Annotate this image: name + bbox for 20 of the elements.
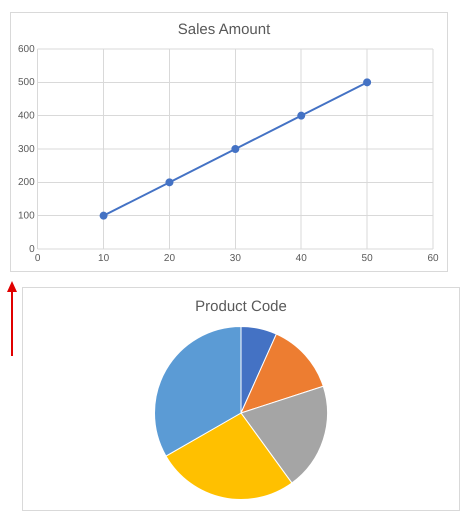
chart-title: Sales Amount: [178, 21, 272, 38]
chart-title: Product Code: [195, 298, 287, 316]
x-tick-label: 60: [427, 252, 439, 264]
point: [231, 145, 240, 153]
x-tick-label: 10: [98, 252, 110, 264]
y-tick-label: 600: [18, 44, 36, 55]
x-tick-label: 20: [164, 252, 176, 264]
y-tick-label: 300: [18, 144, 36, 155]
point: [363, 78, 372, 86]
x-tick-label: 40: [296, 252, 308, 264]
x-tick-label: 30: [230, 252, 242, 264]
y-tick-label: 200: [18, 177, 36, 188]
point: [100, 212, 108, 220]
point: [165, 178, 174, 186]
point: [297, 112, 306, 120]
y-tick-label: 100: [18, 210, 36, 222]
y-tick-label: 400: [18, 110, 36, 122]
y-tick-label: 500: [18, 77, 36, 88]
x-tick-label: 50: [362, 252, 374, 264]
y-tick-label: 0: [29, 244, 36, 255]
